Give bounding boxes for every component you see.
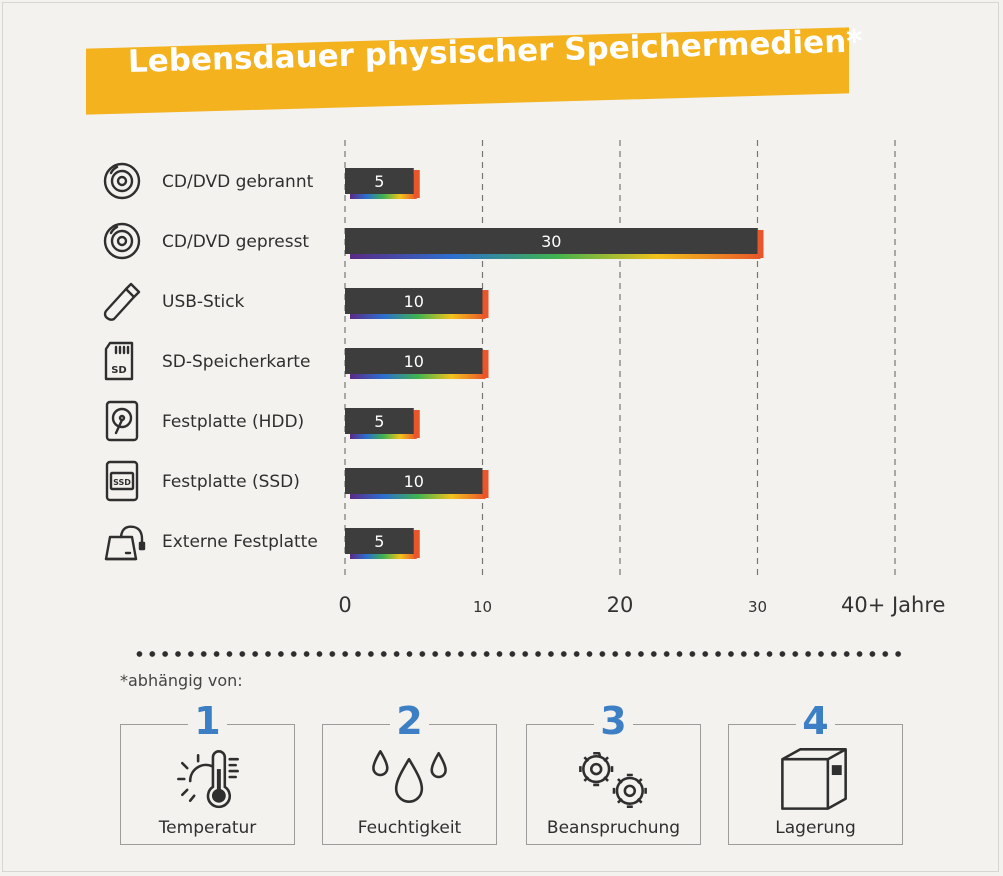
factor-label: Lagerung — [775, 818, 856, 838]
factor-number: 3 — [594, 699, 633, 743]
sd-card-icon: SD — [104, 341, 134, 381]
bar — [345, 168, 414, 194]
bar — [345, 228, 758, 254]
category-label: Festplatte (SSD) — [162, 472, 300, 492]
bar-value-label: 5 — [374, 532, 384, 551]
bar-edge — [413, 410, 420, 438]
factor-number: 2 — [390, 699, 429, 743]
thermometer-sun-icon — [177, 750, 239, 809]
droplets-icon — [372, 750, 447, 803]
bar-value-label: 10 — [404, 472, 424, 491]
category-label: SD-Speicherkarte — [162, 352, 310, 372]
category-label: USB-Stick — [162, 292, 245, 312]
external-drive-icon — [104, 525, 146, 561]
factor-label: Temperatur — [158, 818, 257, 838]
factor-number: 1 — [188, 699, 227, 743]
footnote: *abhängig von: — [120, 671, 243, 690]
x-tick-label: 0 — [338, 593, 351, 617]
dotted-divider — [133, 651, 905, 657]
factor-stress: 3 Beanspruchung — [526, 699, 701, 845]
bar — [345, 528, 414, 554]
factor-label: Beanspruchung — [546, 818, 681, 838]
x-tick-label: 40+ Jahre — [841, 593, 945, 617]
category-label: Festplatte (HDD) — [162, 412, 304, 432]
category-label: CD/DVD gebrannt — [162, 172, 314, 192]
ssd-icon: SSD — [105, 460, 139, 502]
usb-stick-icon — [103, 282, 141, 321]
bar-value-label: 10 — [404, 292, 424, 311]
bar-value-label: 10 — [404, 352, 424, 371]
disc-icon — [103, 162, 141, 200]
svg-text:SD: SD — [111, 365, 127, 376]
bar — [345, 348, 483, 374]
hdd-icon — [105, 400, 139, 442]
bar — [345, 408, 414, 434]
bar-edge — [413, 170, 420, 198]
factor-humidity: 2 Feuchtigkeit — [322, 699, 497, 845]
category-label: CD/DVD gepresst — [162, 232, 309, 252]
bar-edge — [757, 230, 764, 258]
bar-value-label: 5 — [374, 172, 384, 191]
factor-number: 4 — [796, 699, 835, 743]
disc-icon — [103, 222, 141, 260]
bar-edge — [482, 290, 489, 318]
bar-edge — [482, 470, 489, 498]
svg-text:SSD: SSD — [113, 478, 131, 487]
storage-box-icon — [781, 748, 847, 810]
x-tick-label: 20 — [607, 593, 634, 617]
x-tick-label: 30 — [748, 598, 767, 616]
bar-value-label: 30 — [541, 232, 561, 251]
category-label: Externe Festplatte — [162, 532, 318, 552]
gears-icon — [579, 751, 647, 808]
x-tick-label: 10 — [473, 598, 492, 616]
bar — [345, 468, 483, 494]
bar-chart: SD SSD 5 CD/DVD gebrannt 30 CD/DVD gepresst 1… — [103, 140, 945, 617]
factor-label: Feuchtigkeit — [357, 818, 462, 838]
factor-storage: 4 Lagerung — [728, 699, 903, 845]
bar-edge — [482, 350, 489, 378]
bar-edge — [413, 530, 420, 558]
bar-value-label: 5 — [374, 412, 384, 431]
bar — [345, 288, 483, 314]
factor-temperature: 1 Temperatur — [120, 699, 295, 845]
